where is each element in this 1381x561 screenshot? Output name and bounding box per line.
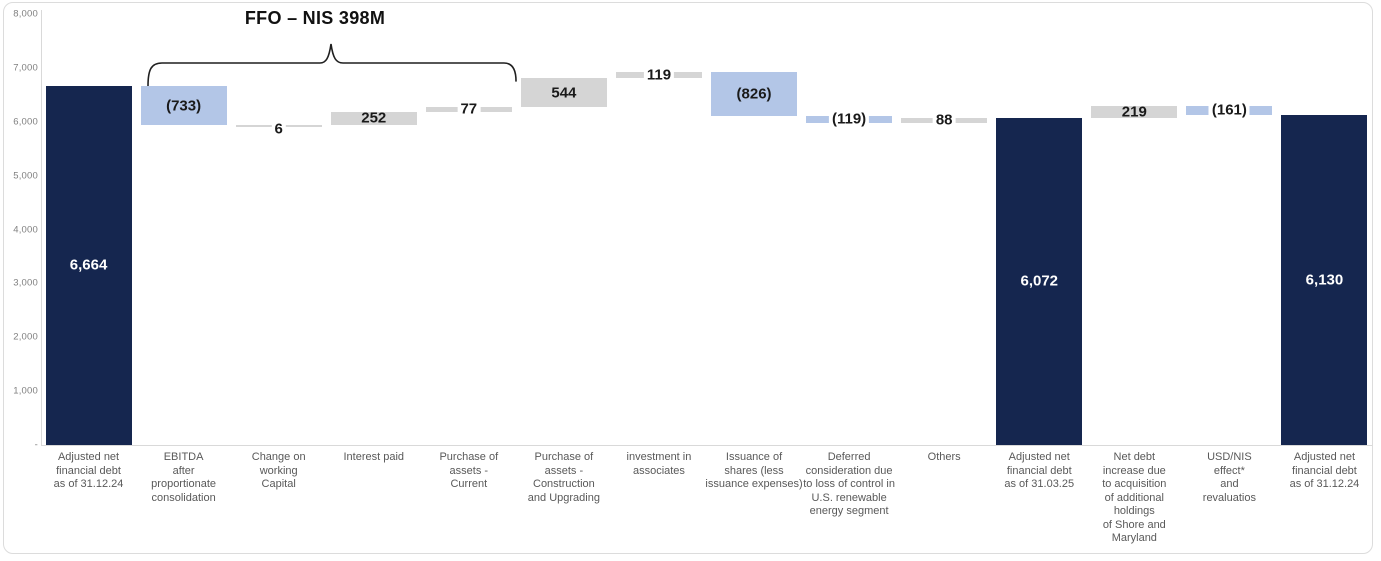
- category-label: Adjusted net financial debt as of 31.12.…: [1289, 451, 1360, 490]
- waterfall-bar-12: [1091, 106, 1178, 118]
- waterfall-bar-4: [330, 111, 417, 126]
- bar-value-label: 6,664: [69, 256, 108, 274]
- y-axis-tick-label: 1,000: [13, 385, 38, 397]
- category-label: Purchase of assets - Construction and Up…: [527, 451, 600, 504]
- waterfall-bar-14: [1281, 114, 1368, 445]
- y-axis-tick-label: 7,000: [13, 62, 38, 74]
- y-axis-tick-label: 3,000: [13, 277, 38, 289]
- bar-value-label: 77: [457, 101, 481, 117]
- category-label: Change on working Capital: [251, 451, 306, 490]
- category-label: Issuance of shares (less issuance expens…: [705, 451, 803, 490]
- category-label: Others: [927, 451, 961, 463]
- category-label: investment in associates: [626, 451, 692, 477]
- waterfall-bar-6: [520, 78, 607, 108]
- bar-value-label: 6: [271, 121, 286, 137]
- waterfall-bar-8: [711, 71, 798, 117]
- category-label: Interest paid: [343, 451, 405, 463]
- bar-value-label: 6,130: [1305, 271, 1344, 289]
- waterfall-bar-11: [996, 117, 1083, 445]
- y-axis-tick-label: 8,000: [13, 8, 38, 20]
- category-label: Net debt increase due to acquisition of …: [1102, 451, 1167, 544]
- bar-value-label: 219: [1121, 103, 1147, 121]
- bar-value-label: (826): [736, 85, 772, 103]
- waterfall-bar-2: [140, 85, 227, 126]
- bar-value-label: 6,072: [1020, 272, 1059, 290]
- y-axis-tick-label: 4,000: [13, 224, 38, 235]
- waterfall-bar-1: [45, 85, 132, 445]
- category-label: USD/NIS effect* and revaluatios: [1202, 451, 1256, 504]
- y-axis-line: [41, 10, 42, 445]
- bar-value-label: 252: [361, 109, 387, 127]
- y-axis-tick-label: 6,000: [13, 116, 38, 128]
- ffo-annotation-label: FFO – NIS 398M: [244, 8, 386, 28]
- bar-value-label: (119): [828, 111, 870, 127]
- y-axis-tick-label: 2,000: [13, 331, 38, 343]
- category-label: Deferred consideration due to loss of co…: [803, 451, 895, 517]
- y-axis-tick-label: -: [34, 439, 38, 451]
- y-axis-tick-label: 5,000: [13, 170, 38, 182]
- bar-value-label: 544: [551, 84, 577, 102]
- bar-value-label: 88: [932, 112, 956, 128]
- category-label: Adjusted net financial debt as of 31.03.…: [1004, 451, 1075, 490]
- bar-value-label: (161): [1208, 102, 1250, 118]
- x-axis-line: [41, 445, 1372, 446]
- bar-value-label: 119: [643, 67, 675, 83]
- bar-value-label: (733): [166, 97, 202, 115]
- category-label: Adjusted net financial debt as of 31.12.…: [53, 451, 124, 490]
- category-label: EBITDA after proportionate consolidation: [151, 451, 216, 504]
- category-label: Purchase of assets - Current: [439, 451, 499, 490]
